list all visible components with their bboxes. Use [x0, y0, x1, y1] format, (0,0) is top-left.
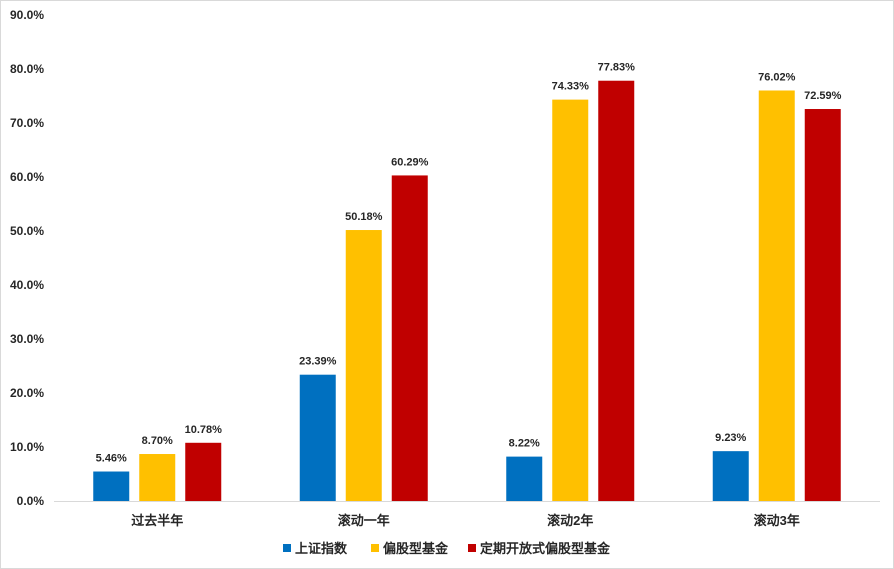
bar — [345, 230, 382, 501]
legend-label: 偏股型基金 — [383, 541, 449, 556]
data-label: 77.83% — [598, 62, 636, 74]
y-tick-label: 0.0% — [17, 494, 45, 508]
y-tick-label: 50.0% — [10, 224, 44, 238]
legend-swatch — [468, 544, 476, 552]
x-tick-label: 滚动一年 — [338, 513, 390, 528]
bar — [598, 80, 635, 501]
y-tick-label: 10.0% — [10, 440, 44, 454]
bar — [552, 99, 589, 502]
bar — [391, 175, 428, 501]
legend-swatch — [283, 544, 291, 552]
y-tick-label: 20.0% — [10, 386, 44, 400]
legend-swatch — [371, 544, 379, 552]
y-tick-label: 80.0% — [10, 62, 44, 76]
legend-label: 定期开放式偏股型基金 — [479, 541, 611, 556]
data-label: 74.33% — [552, 81, 590, 93]
y-tick-label: 60.0% — [10, 170, 44, 184]
y-tick-label: 70.0% — [10, 116, 44, 130]
data-label: 9.23% — [715, 432, 746, 444]
bar — [804, 109, 841, 501]
data-labels: 5.46% 8.70% 10.78% 23.39% 50.18% 60.29% 8.22% 7… — [96, 62, 842, 465]
data-label: 50.18% — [345, 211, 383, 223]
legend: 上证指数 偏股型基金 定期开放式偏股型基金 — [283, 541, 611, 556]
data-label: 76.02% — [758, 71, 796, 83]
data-label: 72.59% — [804, 90, 842, 102]
x-tick-label: 滚动2年 — [547, 513, 593, 528]
bar — [139, 454, 176, 501]
bar — [758, 90, 795, 501]
data-label: 8.70% — [142, 435, 173, 447]
y-tick-label: 90.0% — [10, 8, 44, 22]
data-label: 60.29% — [391, 156, 429, 168]
data-label: 8.22% — [509, 438, 540, 450]
y-axis: 0.0% 10.0% 20.0% 30.0% 40.0% 50.0% 60.0% 70.0% 8… — [10, 8, 44, 508]
data-label: 10.78% — [185, 424, 223, 436]
bar — [185, 442, 222, 501]
y-tick-label: 30.0% — [10, 332, 44, 346]
bar — [299, 374, 336, 501]
x-tick-label: 滚动3年 — [754, 513, 800, 528]
bar — [93, 471, 130, 501]
x-tick-label: 过去半年 — [131, 513, 183, 528]
y-tick-label: 40.0% — [10, 278, 44, 292]
bar — [506, 456, 543, 501]
x-axis: 过去半年 滚动一年 滚动2年 滚动3年 — [54, 501, 880, 528]
legend-label: 上证指数 — [295, 541, 348, 556]
data-label: 5.46% — [96, 453, 127, 465]
bars — [93, 80, 841, 502]
data-label: 23.39% — [299, 356, 337, 368]
bar — [712, 451, 749, 501]
